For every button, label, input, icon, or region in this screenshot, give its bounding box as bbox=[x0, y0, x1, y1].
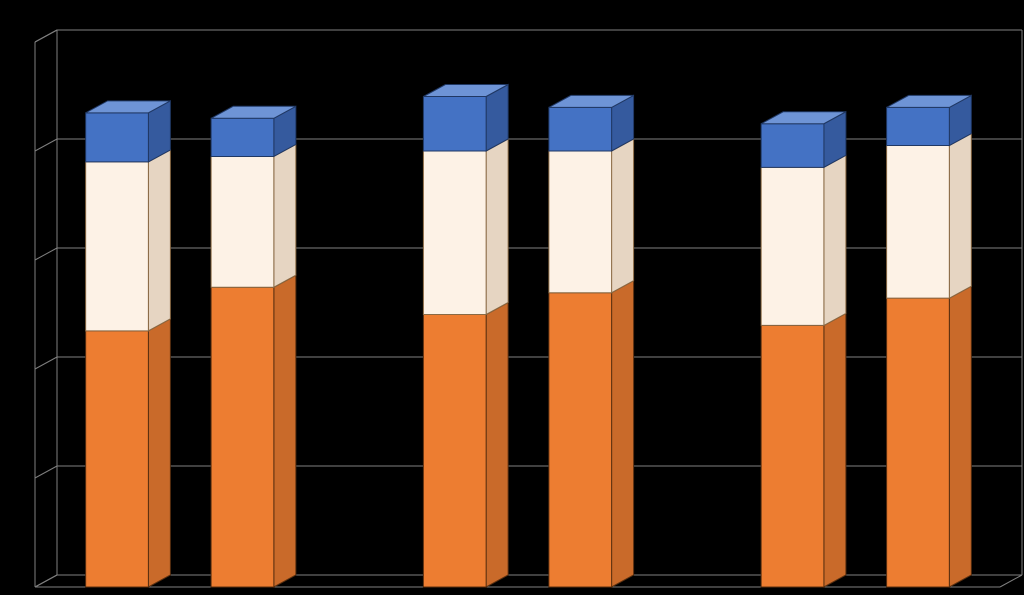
stacked-bar-3d-chart bbox=[0, 0, 1024, 595]
